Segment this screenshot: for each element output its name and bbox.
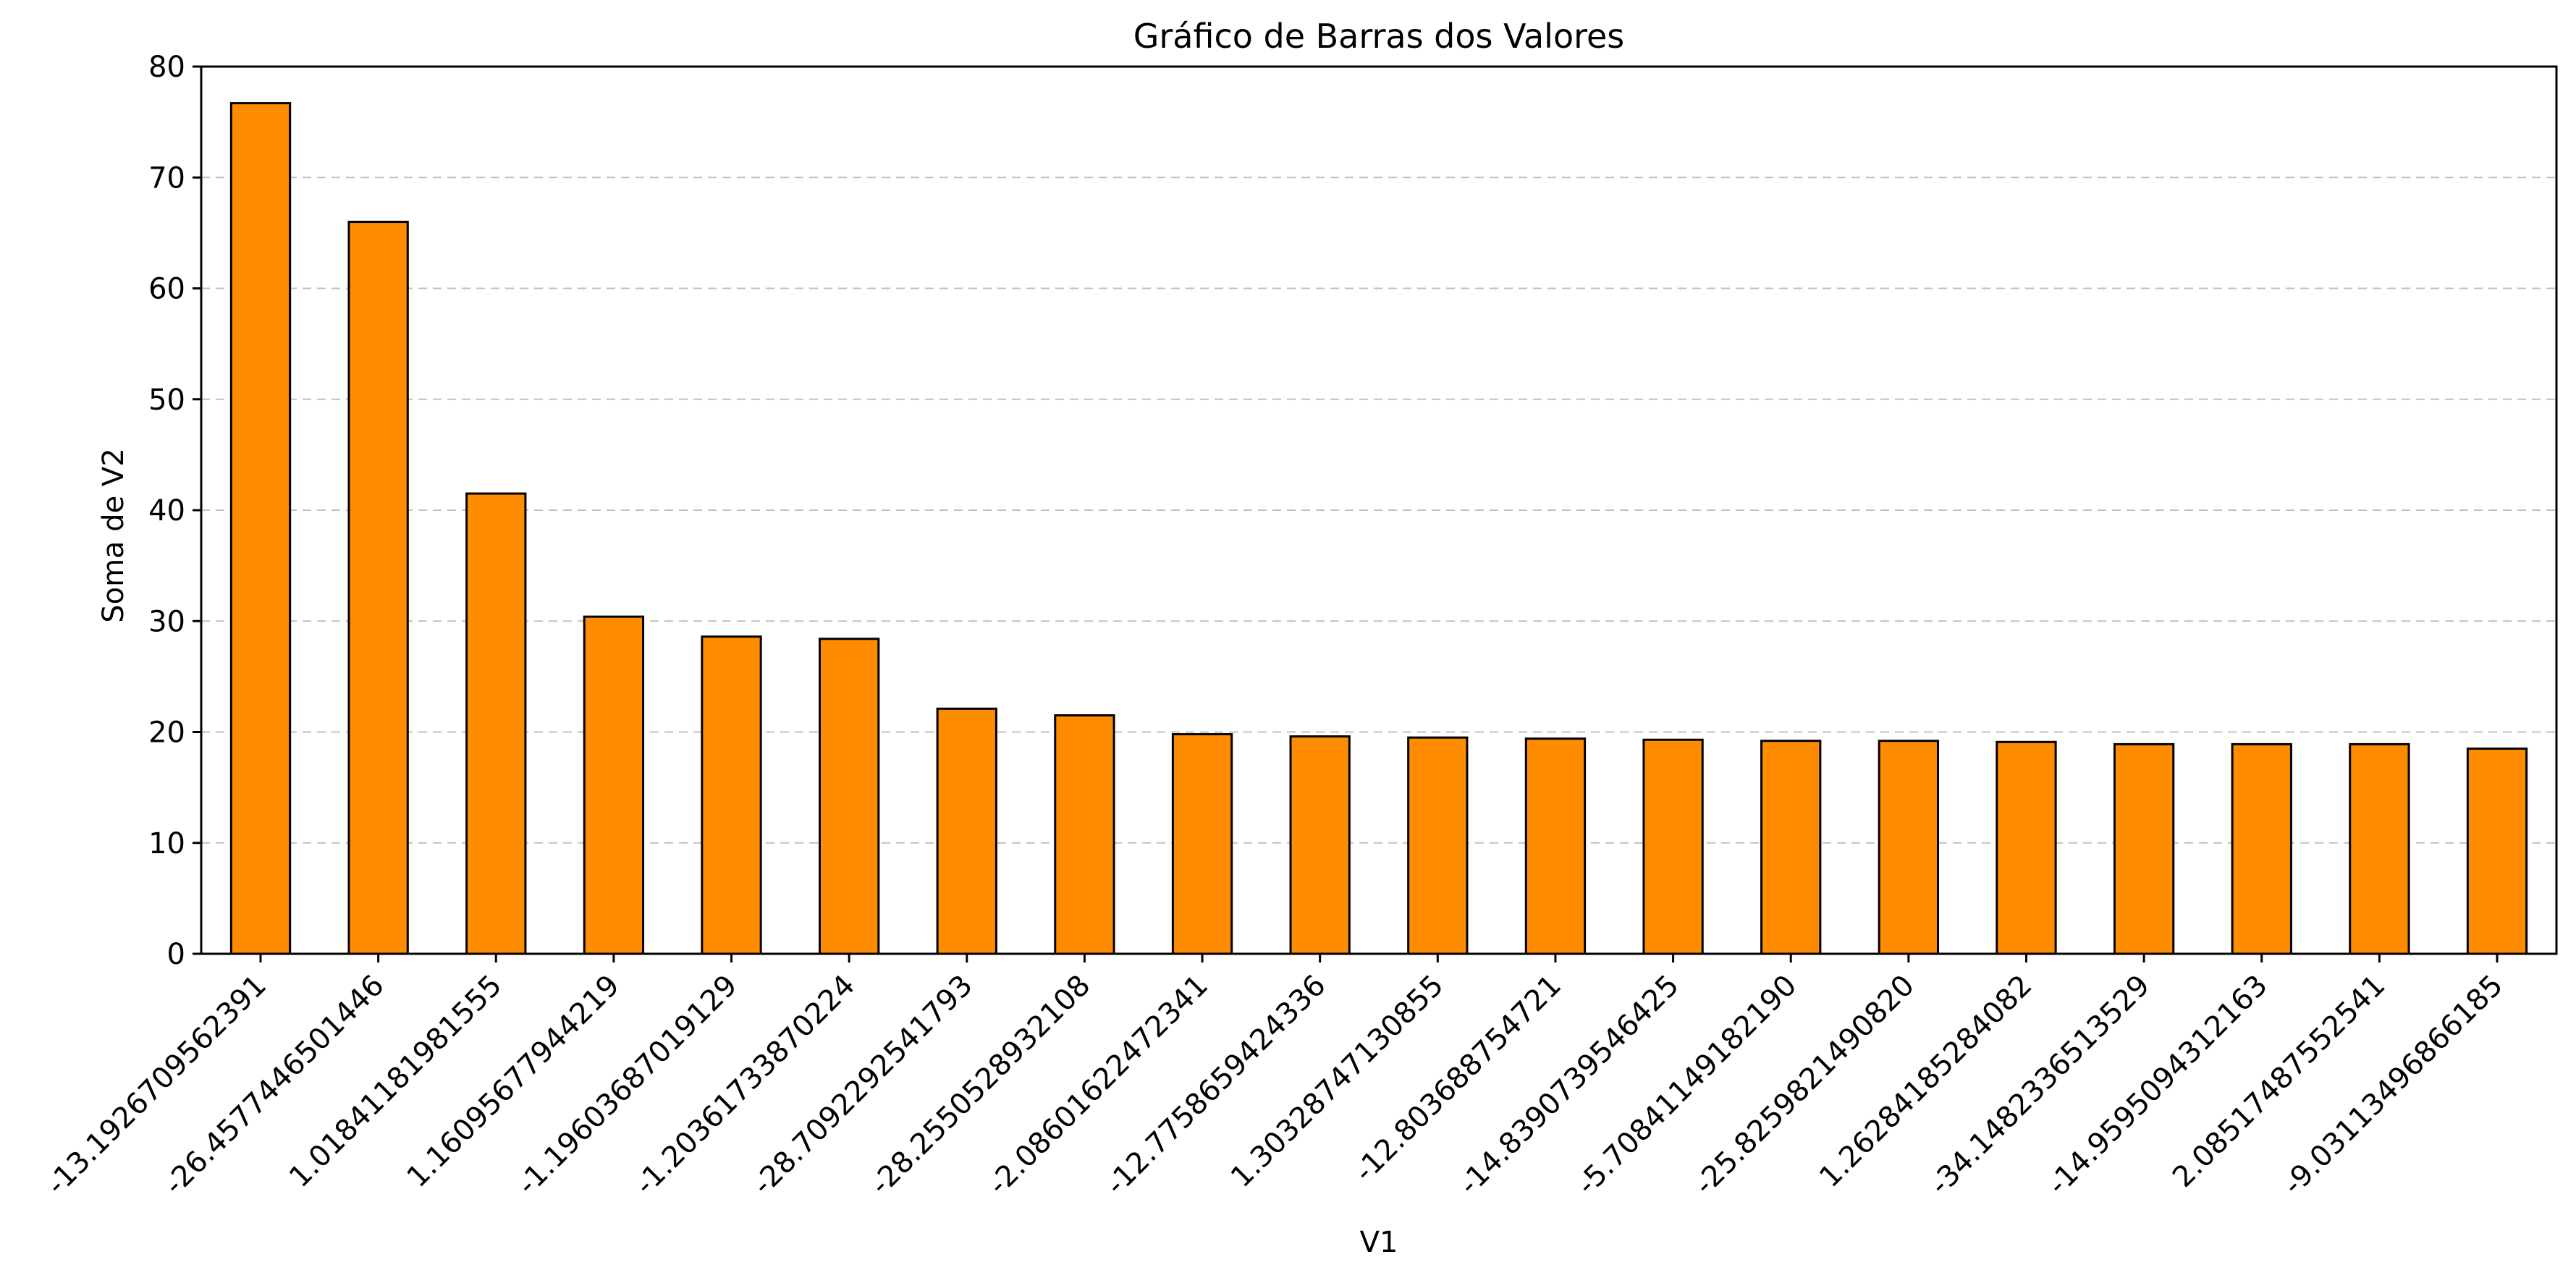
x-axis-label: V1	[1360, 1226, 1398, 1259]
y-tick-label: 60	[148, 273, 185, 306]
bar	[1760, 740, 1822, 955]
y-tick-label: 20	[148, 716, 185, 750]
bar	[229, 102, 292, 955]
bar	[2113, 742, 2175, 955]
chart-title: Gráfico de Barras dos Valores	[1133, 17, 1625, 56]
bar	[2349, 742, 2410, 955]
y-tick-label: 80	[148, 51, 185, 84]
bar	[819, 638, 880, 955]
bar	[1878, 740, 1940, 955]
bar	[701, 635, 762, 955]
bar	[936, 707, 997, 955]
bar	[1996, 740, 2057, 955]
bar	[2231, 742, 2292, 955]
bar	[1054, 714, 1115, 955]
y-tick-label: 40	[148, 494, 185, 528]
bar	[1407, 736, 1469, 955]
y-axis-label: Soma de V2	[97, 448, 130, 623]
y-tick-label: 10	[148, 827, 185, 860]
bars	[229, 102, 2528, 955]
bar	[465, 492, 527, 955]
bar	[1524, 737, 1587, 955]
bar	[583, 615, 645, 955]
y-tick-label: 50	[148, 384, 185, 417]
bar	[347, 221, 409, 955]
bar	[2466, 747, 2528, 955]
y-tick-label: 30	[148, 605, 185, 638]
y-tick-label: 70	[148, 161, 185, 195]
bar	[1289, 735, 1351, 955]
bar	[1642, 738, 1704, 955]
bar	[1171, 733, 1233, 955]
y-axis-ticks: 0 10 20 30 40 50 60 70 80	[148, 51, 201, 971]
y-tick-label: 0	[167, 938, 185, 971]
